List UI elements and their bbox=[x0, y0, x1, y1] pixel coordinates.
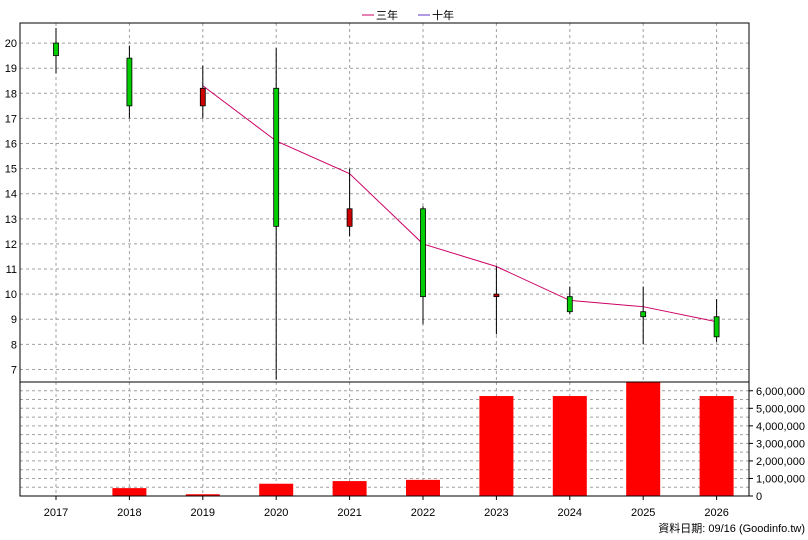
price-tick-label: 17 bbox=[5, 113, 17, 125]
candle-body bbox=[53, 42, 59, 57]
candle-body bbox=[273, 87, 280, 227]
candle-body bbox=[126, 57, 133, 107]
x-tick-label: 2024 bbox=[558, 507, 582, 519]
volume-bar bbox=[332, 481, 367, 496]
price-tick-label: 12 bbox=[5, 239, 17, 251]
price-tick-label: 8 bbox=[11, 339, 17, 351]
volume-bar bbox=[112, 488, 147, 496]
volume-bar bbox=[406, 479, 440, 496]
price-tick-label: 16 bbox=[5, 139, 17, 151]
volume-tick-label: 4,000,000 bbox=[756, 421, 805, 433]
price-tick-label: 9 bbox=[11, 314, 17, 326]
price-tick-label: 7 bbox=[11, 364, 17, 376]
price-tick-label: 18 bbox=[5, 88, 17, 100]
price-tick-label: 19 bbox=[5, 63, 17, 75]
legend-label: 十年 bbox=[432, 8, 454, 22]
candle-body bbox=[566, 296, 573, 313]
volume-bar bbox=[626, 382, 661, 496]
candle-body bbox=[346, 208, 353, 227]
price-tick-label: 11 bbox=[6, 264, 17, 276]
candle-body bbox=[640, 311, 647, 318]
price-tick-label: 15 bbox=[5, 164, 17, 176]
volume-bar bbox=[699, 396, 734, 496]
x-tick-label: 2026 bbox=[704, 507, 728, 519]
candle-body bbox=[493, 293, 500, 298]
volume-tick-label: 6,000,000 bbox=[756, 386, 805, 398]
volume-bar bbox=[185, 494, 220, 496]
x-tick-label: 2020 bbox=[264, 507, 288, 519]
price-tick-label: 20 bbox=[5, 38, 17, 50]
ma-line-三年 bbox=[202, 85, 717, 323]
volume-bar bbox=[259, 483, 294, 496]
legend-label: 三年 bbox=[376, 8, 398, 22]
volume-frame bbox=[19, 381, 750, 497]
x-tick-label: 2017 bbox=[44, 507, 68, 519]
x-tick-label: 2021 bbox=[337, 507, 361, 519]
candle-body bbox=[199, 87, 206, 107]
volume-tick-label: 0 bbox=[756, 491, 762, 503]
volume-tick-label: 1,000,000 bbox=[756, 473, 805, 485]
legend: 三年 十年 bbox=[362, 8, 454, 22]
candle-body bbox=[713, 316, 720, 338]
volume-tick-label: 5,000,000 bbox=[756, 403, 805, 415]
price-tick-label: 10 bbox=[5, 289, 17, 301]
volume-bar bbox=[479, 396, 514, 496]
footer-note: 資料日期: 09/16 (Goodinfo.tw) bbox=[658, 521, 805, 535]
volume-panel: 0 1,000,000 2,000,000 3,000,000 4,000,000 5,0… bbox=[19, 381, 805, 503]
x-tick-label: 2023 bbox=[484, 507, 508, 519]
x-tick-label: 2022 bbox=[411, 507, 435, 519]
volume-tick-label: 2,000,000 bbox=[756, 456, 805, 468]
x-tick-label: 2018 bbox=[117, 507, 141, 519]
volume-bar bbox=[552, 396, 587, 496]
x-tick-label: 2019 bbox=[191, 507, 215, 519]
x-axis: 2017 2018 2019 2020 2021 2022 2023 2024 2025 2026 bbox=[44, 496, 729, 519]
candle-body bbox=[420, 208, 426, 298]
price-tick-label: 14 bbox=[5, 189, 17, 201]
price-tick-label: 13 bbox=[5, 214, 17, 226]
x-tick-label: 2025 bbox=[631, 507, 655, 519]
price-panel: 7 8 9 10 11 12 13 14 15 16 17 18 19 20 bbox=[5, 22, 750, 383]
volume-tick-label: 3,000,000 bbox=[756, 438, 805, 450]
